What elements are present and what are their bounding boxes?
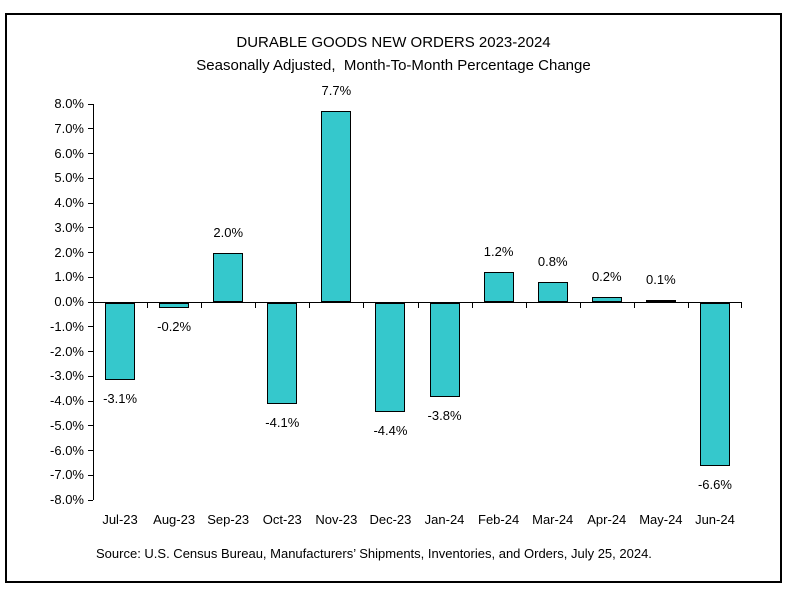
y-tick-label: 4.0% (54, 195, 84, 210)
x-axis-tick (255, 303, 256, 308)
bar-value-label: 2.0% (213, 224, 244, 240)
x-axis-category-label: Feb-24 (478, 512, 520, 527)
x-axis-zero-line (93, 302, 742, 303)
x-axis-tick (526, 303, 527, 308)
x-axis-tick (147, 303, 148, 308)
bar (375, 303, 406, 412)
y-tick-label: 7.0% (54, 120, 84, 136)
plot-area: 8.0% 7.0% 6.0% 5.0% 4.0% 3.0% 2.0% 1.0% 0.0% -1.0… (50, 83, 742, 527)
y-axis-tick (88, 252, 93, 253)
y-tick-label: -2.0% (50, 343, 84, 359)
x-axis-category-label: Jan-24 (424, 512, 465, 527)
bar (483, 272, 514, 302)
y-axis-tick (88, 400, 93, 402)
y-tick-label: 8.0% (54, 96, 84, 111)
bar-value-label: -6.6% (697, 477, 732, 493)
x-axis-category-label: Aug-23 (153, 512, 196, 527)
y-tick-label: -7.0% (50, 467, 84, 483)
x-axis-tick (201, 303, 202, 308)
x-axis-category-label: Dec-23 (369, 512, 412, 527)
bar-value-label: 7.7% (321, 83, 352, 99)
x-axis-category-label: May-24 (639, 512, 683, 527)
x-axis-category-label: Mar-24 (532, 512, 574, 527)
y-tick-label: 3.0% (54, 219, 84, 235)
y-tick-label: -5.0% (50, 417, 84, 433)
y-axis-tick (88, 375, 93, 377)
bar (591, 297, 622, 302)
x-axis-category-label: Nov-23 (315, 512, 358, 527)
bar (105, 303, 136, 380)
y-axis-tick (88, 499, 93, 501)
bar-value-label: -3.8% (427, 408, 462, 424)
y-axis-tick (88, 103, 93, 105)
bar-value-label: 0.1% (646, 271, 676, 287)
x-axis-category-label: Oct-23 (262, 512, 302, 527)
y-tick-label: -1.0% (50, 318, 84, 334)
bar-value-label: -0.2% (157, 318, 192, 334)
bar (699, 303, 730, 467)
x-axis-category-label: Apr-24 (587, 512, 627, 527)
y-tick-label: -4.0% (50, 393, 84, 408)
y-tick-label: 2.0% (54, 244, 84, 260)
x-axis-category-label: Jul-23 (102, 512, 138, 527)
y-axis-tick (88, 425, 93, 427)
x-axis-tick (418, 303, 419, 308)
y-axis-tick (88, 301, 93, 303)
bar-value-label: -3.1% (103, 390, 138, 406)
x-axis-tick (363, 303, 364, 308)
bar (429, 303, 460, 398)
bar-value-label: 0.8% (537, 254, 568, 270)
bar (159, 303, 190, 308)
chart-border-frame (5, 13, 782, 583)
source-note: Source: U.S. Census Bureau, Manufacturer… (96, 546, 652, 561)
bar (645, 299, 676, 302)
bar-value-label: -4.4% (373, 422, 408, 438)
x-axis-tick (580, 303, 581, 308)
y-tick-label: -8.0% (50, 492, 84, 507)
y-axis-tick (88, 351, 93, 352)
x-axis-tick (688, 303, 689, 308)
chart-title: DURABLE GOODS NEW ORDERS 2023-2024 (236, 34, 551, 51)
x-axis-tick (93, 303, 94, 308)
y-axis-tick (88, 450, 93, 451)
y-axis-tick (88, 177, 93, 179)
y-tick-label: 1.0% (54, 269, 84, 285)
y-tick-label: 6.0% (54, 145, 84, 161)
y-axis-tick (88, 227, 93, 229)
bar-value-label: 0.2% (591, 269, 622, 285)
x-axis-category-label: Sep-23 (207, 512, 250, 527)
x-axis-tick (309, 303, 310, 308)
x-axis-category-label: Jun-24 (695, 512, 735, 527)
bar (213, 252, 244, 302)
y-axis-tick (88, 202, 93, 204)
y-tick-label: -6.0% (50, 442, 84, 458)
chart-subtitle: Seasonally Adjusted, Month-To-Month Perc… (196, 57, 591, 74)
y-tick-label: 5.0% (54, 170, 84, 186)
y-tick-label: 0.0% (54, 294, 84, 309)
bar-value-label: 1.2% (483, 244, 514, 260)
x-axis-tick (472, 303, 473, 308)
bar-value-label: -4.1% (265, 415, 300, 431)
bar (321, 111, 352, 302)
bar (537, 282, 568, 302)
y-axis-tick (88, 128, 93, 130)
bar (267, 303, 298, 405)
x-axis-tick (741, 303, 742, 308)
y-axis-tick (88, 326, 93, 328)
y-axis-tick (88, 153, 93, 154)
y-tick-label: -3.0% (50, 368, 84, 384)
y-axis-tick (88, 276, 93, 278)
x-axis-tick (634, 303, 635, 308)
y-axis-tick (88, 474, 93, 476)
